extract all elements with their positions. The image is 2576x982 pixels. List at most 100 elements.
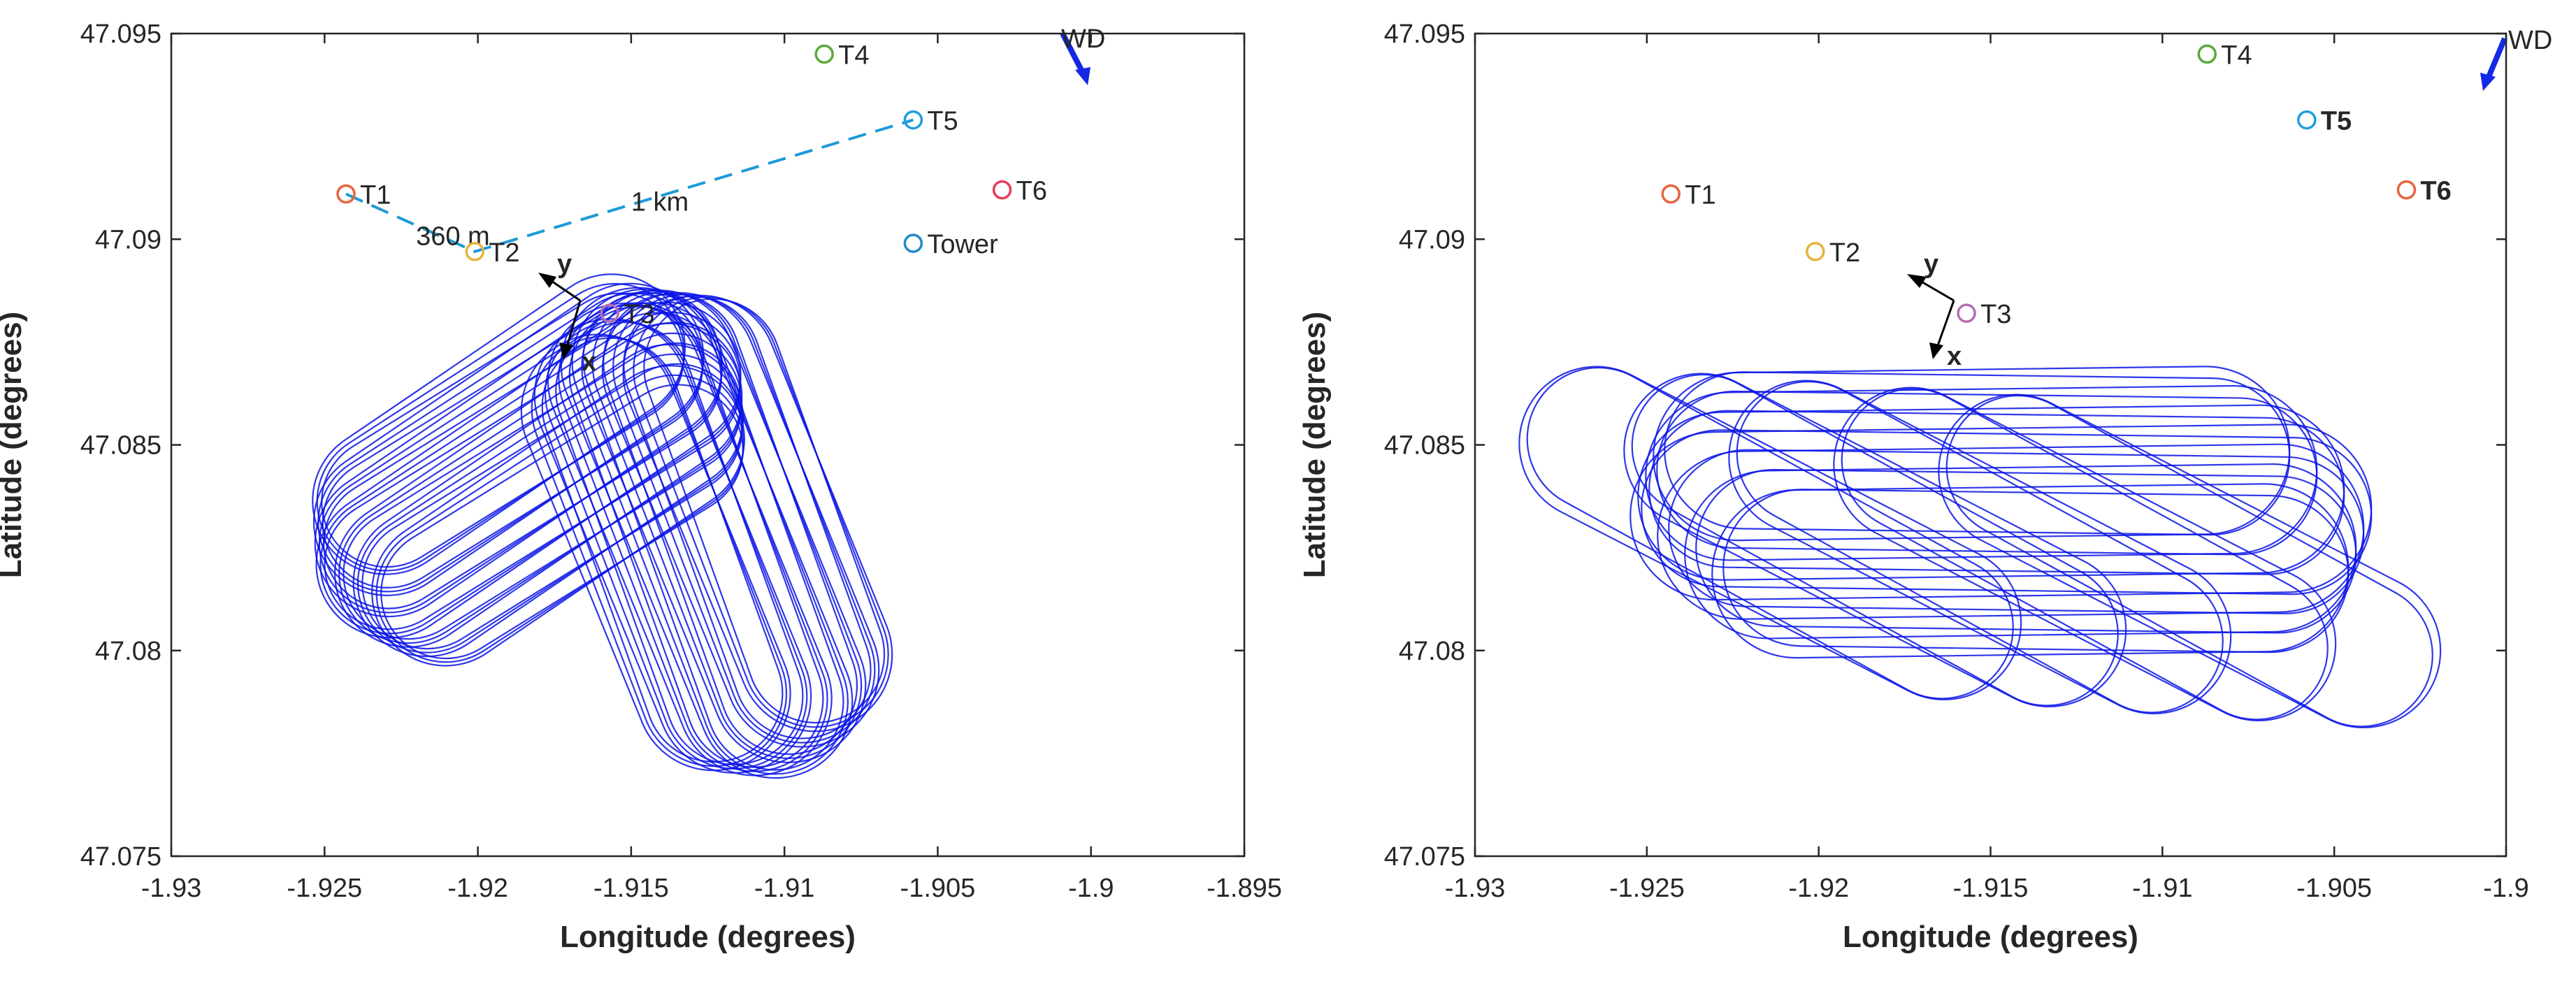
flight-track [622,294,893,732]
flight-track [1629,424,2373,601]
turbine-label: T6 [2420,177,2451,206]
right-flight-tracks [1518,366,2442,729]
x-tick-label: -1.91 [754,874,815,903]
x-tick-label: -1.93 [141,874,202,903]
right-y-axis-title: Latitude (degrees) [1297,312,1332,578]
right-wind-direction: WD [2480,26,2552,91]
local-y-axis-label: y [557,250,572,279]
turbine-label: T4 [2221,41,2252,70]
turbine-label: T2 [1829,238,1860,268]
wind-direction-label: WD [1061,24,1105,54]
flight-track [312,282,705,596]
x-tick-label: -1.91 [2132,874,2193,903]
flight-track [357,353,744,654]
flight-track [338,332,742,644]
flight-track [371,365,745,667]
local-x-axis-label: x [1947,342,1962,371]
flight-track [1722,489,2350,654]
flight-track [1631,373,2119,707]
left-x-axis-title: Longitude (degrees) [560,920,856,954]
flight-track [1641,429,2373,595]
y-tick-label: 47.09 [95,225,161,254]
flight-track [1684,463,2357,640]
right-y-ticks: 47.075 47.08 47.085 47.09 47.095 [1384,20,2506,872]
flight-track [380,384,744,660]
flight-track [571,288,849,775]
right-local-axes: y x [1907,250,1962,371]
x-tick-label: -1.93 [1445,874,1506,903]
flight-track [319,311,742,635]
left-flight-tracks [312,273,893,779]
flight-track [547,302,833,777]
y-tick-label: 47.08 [95,637,161,666]
turbine-marker [600,303,619,323]
turbine-label: T5 [2321,107,2352,136]
x-tick-label: -1.92 [1788,874,1849,903]
flight-track [533,318,812,774]
flight-track [1637,404,2345,581]
y-tick-label: 47.085 [1384,431,1465,461]
flight-track [601,291,880,748]
turbine-marker [2297,110,2317,130]
wind-direction-label: WD [2508,26,2552,55]
flight-track [581,289,867,763]
right-turbine-markers: T1 T2 T3 T4 T5 T6 [1661,41,2452,329]
flight-track [333,322,743,648]
flight-track [1518,366,2022,701]
turbine-label: T4 [838,41,869,70]
y-tick-label: 47.095 [80,20,161,49]
flight-track [1664,371,2291,536]
turbine-marker [992,180,1012,200]
x-tick-label: -1.915 [1953,874,2029,903]
flight-track [591,291,863,760]
flight-track [520,333,791,772]
distance-label-1km: 1 km [631,188,689,217]
right-x-ticks: -1.93 -1.925 -1.92 -1.915 -1.91 -1.905 -1.9 [1445,34,2529,903]
right-axes-frame [1474,32,2507,858]
right-x-axis-title: Longitude (degrees) [1843,920,2138,954]
flight-track [1668,449,2365,614]
distance-label-360m: 360 m [416,222,490,252]
flight-track [352,343,744,658]
left-panel: 360 m 1 km T1 T2 T3 T4 T5 T6 Tower y x WD -1.9… [0,20,1282,954]
turbine-marker [336,184,356,204]
x-tick-label: -1.905 [900,874,976,903]
flight-track [633,296,889,728]
left-wind-direction: WD [1060,24,1105,85]
left-x-ticks: -1.93 -1.925 -1.92 -1.915 -1.91 -1.905 -1.9 -1.… [141,34,1282,903]
flight-track [1695,468,2357,634]
turbine-marker [465,242,484,261]
flight-track [1645,384,2318,561]
flight-track [612,294,876,744]
flight-track [1623,373,2127,708]
y-tick-label: 47.09 [1399,225,1465,254]
left-turbine-markers: T1 T2 T3 T4 T5 T6 Tower [336,41,1047,329]
turbine-label: Tower [927,230,998,259]
turbine-marker [1661,184,1681,204]
turbine-label: T3 [1980,300,2011,329]
local-x-axis-label: x [582,347,596,377]
x-tick-label: -1.925 [287,874,362,903]
turbine-marker [903,233,923,253]
turbine-marker [903,110,923,130]
turbine-label: T2 [489,238,519,268]
flight-track [322,302,703,589]
left-local-axes: y x [538,250,596,377]
turbine-marker [2396,180,2417,200]
flight-track [623,295,872,739]
x-tick-label: -1.895 [1207,874,1282,903]
flight-track [375,374,744,663]
x-tick-label: -1.9 [2483,874,2528,903]
x-tick-label: -1.9 [1068,874,1114,903]
flight-track [603,292,858,756]
x-tick-label: -1.925 [1609,874,1685,903]
turbine-marker [1957,303,1976,323]
flight-track [1656,390,2318,556]
flight-track [1657,443,2365,620]
flight-track [1841,387,2329,721]
local-y-axis-label: y [1924,250,1938,279]
turbine-label: T5 [927,107,958,136]
turbine-label: T1 [360,181,391,210]
